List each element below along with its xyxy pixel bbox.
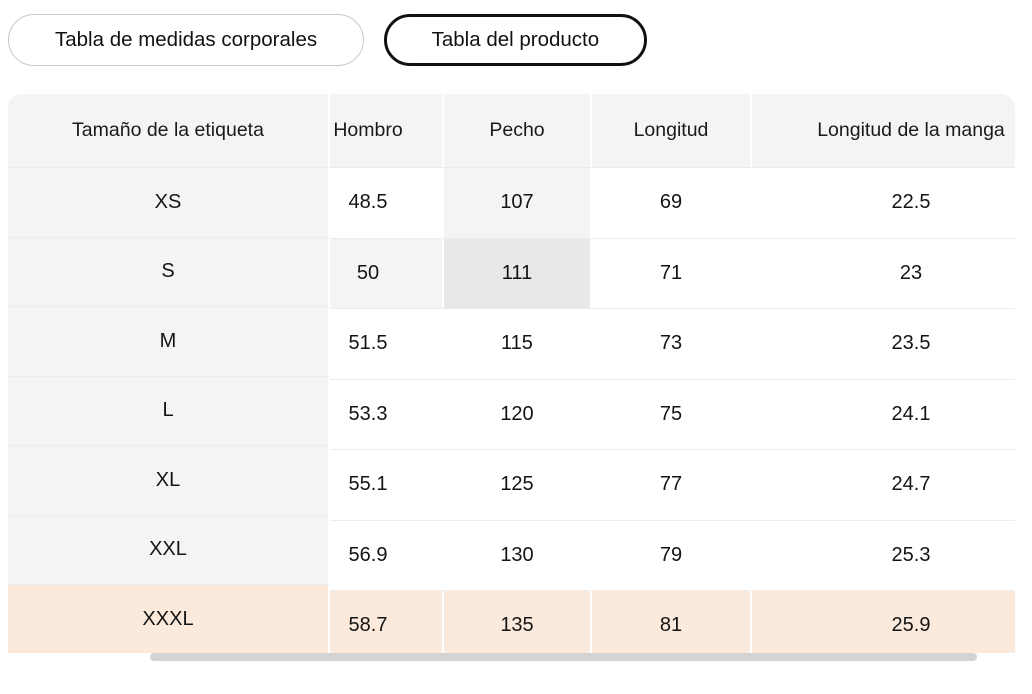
table-cell: 125 <box>442 450 590 520</box>
column-header: Longitud de la manga <box>750 94 1015 167</box>
table-cell: 23 <box>750 238 1015 308</box>
table-cell: 24.7 <box>750 450 1015 520</box>
column-header-label: Tamaño de la etiqueta <box>8 94 330 167</box>
table-cell: 111 <box>442 238 590 308</box>
table-cell: 120 <box>442 379 590 449</box>
tab-product-measurements[interactable]: Tabla del producto <box>384 14 647 66</box>
table-cell: 77 <box>590 450 750 520</box>
table-cell: 135 <box>442 591 590 661</box>
row-label: XL <box>8 445 330 515</box>
row-label: M <box>8 306 330 376</box>
table-cell: 23.5 <box>750 309 1015 379</box>
horizontal-scrollbar <box>8 653 1015 667</box>
size-table-card: Tamaño de la etiquetaHombroPechoLongitud… <box>8 94 1015 667</box>
column-header: Longitud <box>590 94 750 167</box>
sticky-label-column: Tamaño de la etiqueta XS S M L XL XXL XXXL <box>8 94 330 654</box>
table-cell: 81 <box>590 591 750 661</box>
table-cell: 115 <box>442 309 590 379</box>
table-cell: 130 <box>442 520 590 590</box>
table-cell: 22.5 <box>750 168 1015 238</box>
table-cell: 24.1 <box>750 379 1015 449</box>
table-cell: 69 <box>590 168 750 238</box>
row-label: XS <box>8 167 330 237</box>
table-cell: 71 <box>590 238 750 308</box>
tab-body-measurements[interactable]: Tabla de medidas corporales <box>8 14 365 66</box>
table-cell: 107 <box>442 168 590 238</box>
table-cell: 75 <box>590 379 750 449</box>
row-label: L <box>8 375 330 445</box>
row-label: S <box>8 236 330 306</box>
table-cell: 25.3 <box>750 520 1015 590</box>
row-label: XXXL <box>8 584 330 654</box>
size-chart-tabs: Tabla de medidas corporales Tabla del pr… <box>8 14 647 66</box>
scrollbar-thumb[interactable] <box>150 653 977 661</box>
table-cell: 73 <box>590 309 750 379</box>
table-cell: 79 <box>590 520 750 590</box>
table-cell: 25.9 <box>750 591 1015 661</box>
row-label: XXL <box>8 514 330 584</box>
column-header: Pecho <box>442 94 590 167</box>
